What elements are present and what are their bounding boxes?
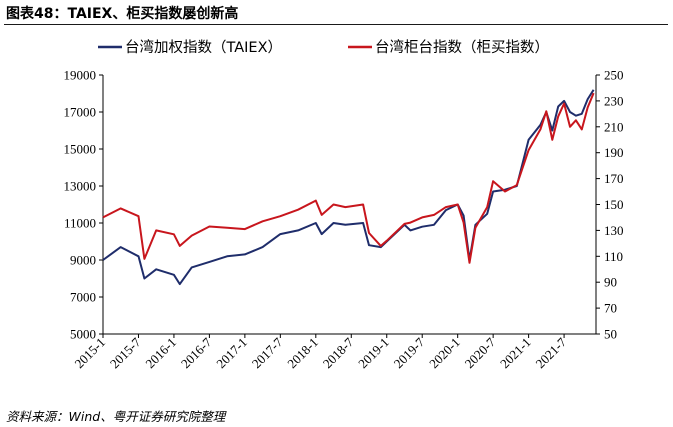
y-right-tick-label: 150 <box>604 197 624 212</box>
y-left-tick-label: 17000 <box>64 105 97 120</box>
x-tick-label: 2019-1 <box>355 335 392 372</box>
y-left-tick-label: 13000 <box>64 179 97 194</box>
y-right-tick-label: 90 <box>604 275 617 290</box>
y-left-tick-label: 19000 <box>64 68 97 83</box>
legend: 台湾加权指数（TAIEX） 台湾柜台指数（柜买指数） <box>98 39 549 56</box>
series-line-taiex <box>102 89 595 286</box>
x-tick-label: 2015-7 <box>107 334 144 371</box>
y-left-tick-label: 11000 <box>64 216 96 231</box>
y-right-tick-label: 250 <box>604 68 624 83</box>
x-tick-label: 2019-7 <box>391 334 428 371</box>
x-tick-label: 2017-1 <box>213 335 250 372</box>
y-right-tick-label: 110 <box>604 249 623 264</box>
x-tick-label: 2021-7 <box>533 334 570 371</box>
series-group <box>102 89 595 286</box>
title-rule <box>4 24 668 25</box>
axes: 5000 7000 9000 11000 13000 15000 17000 19000 50 7… <box>64 68 624 372</box>
y-right-tick-label: 190 <box>604 145 624 160</box>
y-right-tick-label: 50 <box>604 327 617 342</box>
y-left-tick-label: 5000 <box>70 327 96 342</box>
x-tick-label: 2020-1 <box>426 335 463 372</box>
y-left-tick-label: 15000 <box>64 142 97 157</box>
source-note: 资料来源：Wind、粤开证券研究院整理 <box>6 409 226 424</box>
figure-title: 图表48：TAIEX、柜买指数屡创新高 <box>6 6 239 22</box>
y-right-tick-label: 70 <box>604 301 617 316</box>
x-tick-label: 2016-1 <box>142 335 179 372</box>
x-tick-label: 2017-7 <box>249 334 286 371</box>
legend-label-otc: 台湾柜台指数（柜买指数） <box>375 39 549 56</box>
x-tick-label: 2016-7 <box>178 334 215 371</box>
x-tick-label: 2021-1 <box>497 335 534 372</box>
legend-label-taiex: 台湾加权指数（TAIEX） <box>125 39 282 56</box>
series-line-otc <box>102 92 595 264</box>
x-tick-label: 2018-7 <box>320 334 357 371</box>
y-right-tick-label: 170 <box>604 171 624 186</box>
y-right-tick-label: 210 <box>604 119 624 134</box>
x-tick-label: 2020-7 <box>462 334 499 371</box>
y-right-tick-label: 130 <box>604 223 624 238</box>
y-right-tick-label: 230 <box>604 93 624 108</box>
x-tick-label: 2018-1 <box>284 335 321 372</box>
y-left-tick-label: 9000 <box>70 253 96 268</box>
y-left-tick-label: 7000 <box>70 290 96 305</box>
